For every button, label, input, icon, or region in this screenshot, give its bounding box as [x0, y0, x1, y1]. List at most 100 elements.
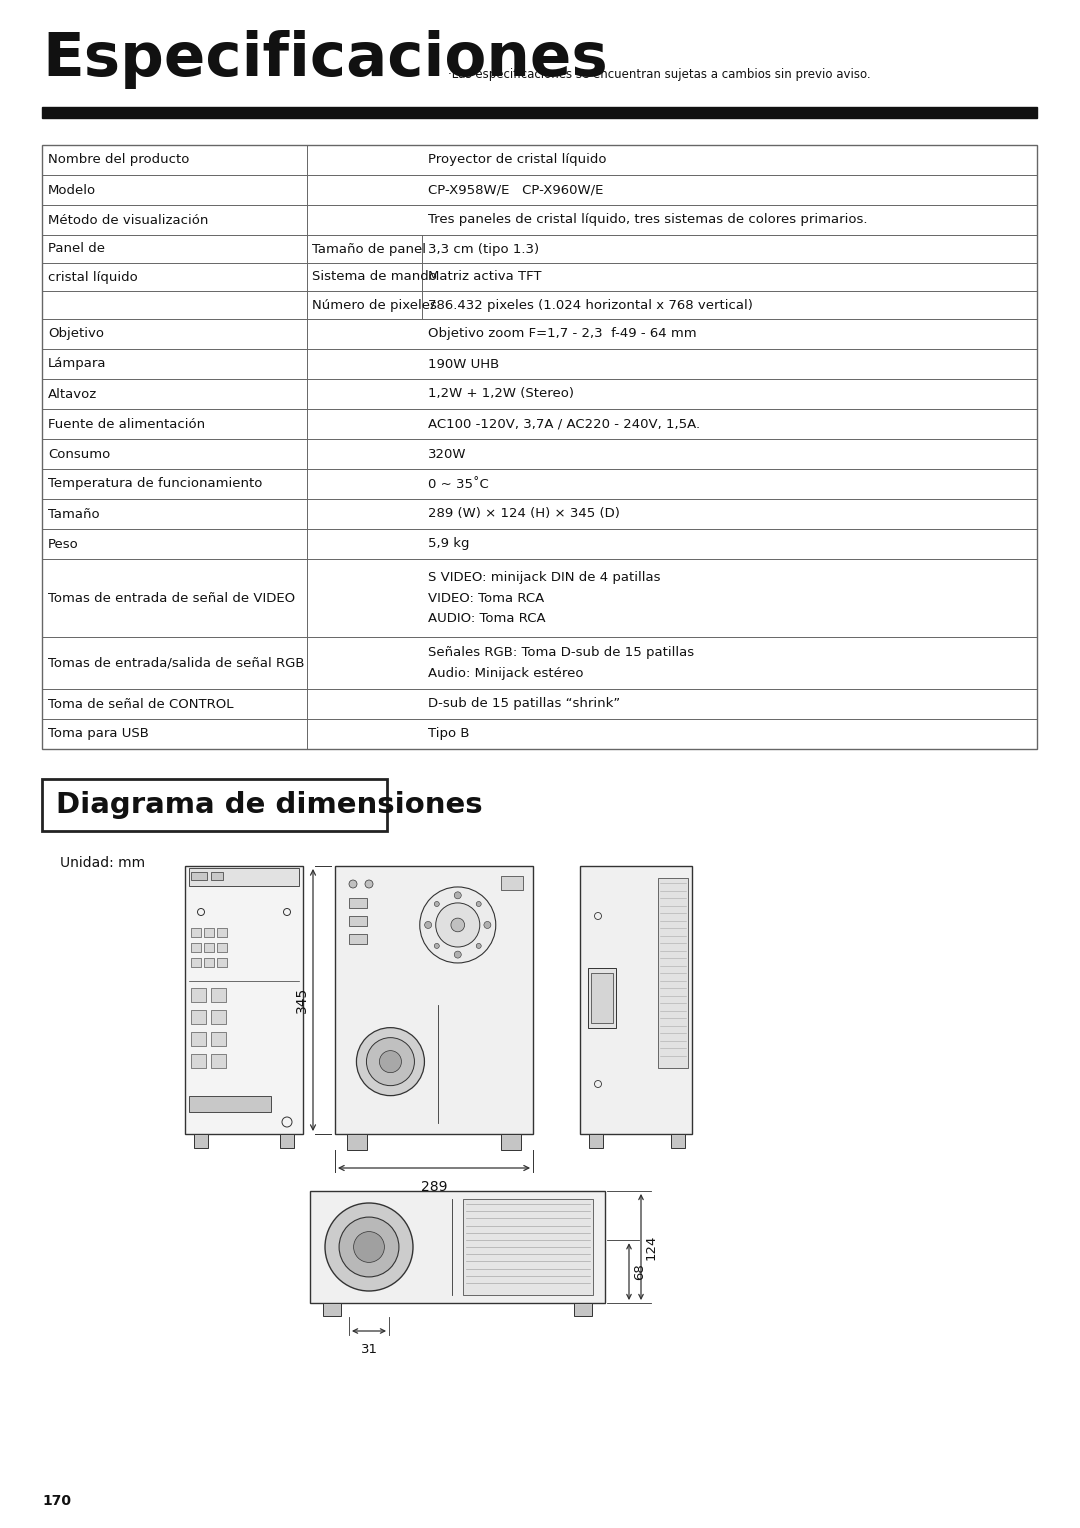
Text: Objetivo: Objetivo [48, 327, 104, 341]
Bar [42, 779, 387, 831]
Bar [211, 1031, 226, 1047]
Bar [204, 958, 214, 967]
Text: AUDIO: Toma RCA: AUDIO: Toma RCA [428, 613, 545, 625]
Bar [211, 1054, 226, 1068]
Bar [191, 1010, 206, 1024]
Bar [217, 927, 227, 937]
Text: Diagrama de dimensiones: Diagrama de dimensiones [56, 792, 483, 819]
Text: VIDEO: Toma RCA: VIDEO: Toma RCA [428, 591, 544, 605]
Bar [335, 866, 534, 1134]
Text: S VIDEO: minijack DIN de 4 patillas: S VIDEO: minijack DIN de 4 patillas [428, 570, 661, 584]
Circle shape [476, 943, 482, 949]
Bar [191, 927, 201, 937]
Circle shape [349, 880, 357, 888]
Text: Señales RGB: Toma D-sub de 15 patillas: Señales RGB: Toma D-sub de 15 patillas [428, 646, 694, 659]
Bar [501, 1134, 521, 1151]
Text: Objetivo zoom F=1,7 - 2,3  f-49 - 64 mm: Objetivo zoom F=1,7 - 2,3 f-49 - 64 mm [428, 327, 697, 341]
Text: Toma de señal de CONTROL: Toma de señal de CONTROL [48, 697, 233, 711]
Bar [349, 898, 367, 908]
Bar [217, 943, 227, 952]
Text: 289 (W) × 124 (H) × 345 (D): 289 (W) × 124 (H) × 345 (D) [428, 507, 620, 521]
Text: 345: 345 [295, 987, 309, 1013]
Text: Unidad: mm: Unidad: mm [60, 856, 145, 869]
Circle shape [356, 1028, 424, 1096]
Bar [211, 872, 222, 880]
Text: 0 ~ 35˚C: 0 ~ 35˚C [428, 477, 489, 490]
Circle shape [484, 921, 491, 929]
Circle shape [476, 902, 482, 906]
Text: CP-X958W/E   CP-X960W/E: CP-X958W/E CP-X960W/E [428, 183, 604, 197]
Bar [323, 1303, 341, 1316]
Bar [191, 872, 207, 880]
Bar [185, 866, 303, 1134]
Bar [191, 989, 206, 1002]
Circle shape [434, 943, 440, 949]
Text: Proyector de cristal líquido: Proyector de cristal líquido [428, 153, 607, 167]
Bar [588, 967, 616, 1028]
Text: 320W: 320W [428, 448, 467, 460]
Bar [191, 1054, 206, 1068]
Circle shape [420, 886, 496, 963]
Text: Método de visualización: Método de visualización [48, 214, 208, 226]
Text: Especificaciones: Especificaciones [42, 31, 608, 89]
Text: Altavoz: Altavoz [48, 388, 97, 400]
Circle shape [353, 1232, 384, 1262]
Text: Lámpara: Lámpara [48, 358, 107, 370]
Text: Consumo: Consumo [48, 448, 110, 460]
Bar [501, 876, 523, 889]
Text: Fuente de alimentación: Fuente de alimentación [48, 417, 205, 431]
Circle shape [325, 1203, 413, 1291]
Text: 289: 289 [421, 1180, 447, 1193]
Bar [349, 934, 367, 944]
Circle shape [366, 1038, 415, 1085]
Text: Matriz activa TFT: Matriz activa TFT [428, 270, 541, 284]
Text: Tomas de entrada de señal de VIDEO: Tomas de entrada de señal de VIDEO [48, 591, 295, 605]
Bar [349, 917, 367, 926]
Text: ·Las especificaciones se encuentran sujetas a cambios sin previo aviso.: ·Las especificaciones se encuentran suje… [448, 69, 870, 81]
Circle shape [434, 902, 440, 906]
Bar [211, 1010, 226, 1024]
Text: 31: 31 [361, 1343, 378, 1355]
Text: Peso: Peso [48, 538, 79, 550]
Text: Sistema de mando: Sistema de mando [312, 270, 437, 284]
Bar [280, 1134, 294, 1148]
Text: Toma para USB: Toma para USB [48, 727, 149, 741]
Text: AC100 -120V, 3,7A / AC220 - 240V, 1,5A.: AC100 -120V, 3,7A / AC220 - 240V, 1,5A. [428, 417, 700, 431]
Bar [589, 1134, 603, 1148]
Bar [658, 879, 688, 1068]
Text: 68: 68 [633, 1264, 646, 1280]
Text: Panel de: Panel de [48, 243, 105, 255]
Bar [204, 943, 214, 952]
Bar [194, 1134, 208, 1148]
Bar [204, 927, 214, 937]
Bar [463, 1199, 593, 1296]
Text: Tomas de entrada/salida de señal RGB: Tomas de entrada/salida de señal RGB [48, 657, 305, 669]
Circle shape [379, 1051, 402, 1073]
Bar [191, 958, 201, 967]
Text: 5,9 kg: 5,9 kg [428, 538, 470, 550]
Bar [189, 868, 299, 886]
Bar [671, 1134, 685, 1148]
Bar [573, 1303, 592, 1316]
Text: Audio: Minijack estéreo: Audio: Minijack estéreo [428, 666, 583, 680]
Text: Tres paneles de cristal líquido, tres sistemas de colores primarios.: Tres paneles de cristal líquido, tres si… [428, 214, 867, 226]
Bar [217, 958, 227, 967]
Bar [347, 1134, 367, 1151]
Bar [591, 973, 613, 1022]
Bar [42, 107, 1037, 118]
Text: Tipo B: Tipo B [428, 727, 470, 741]
Circle shape [339, 1218, 399, 1277]
Bar [310, 1190, 605, 1303]
Text: 124: 124 [645, 1235, 658, 1259]
Text: Número de pixeles: Número de pixeles [312, 298, 437, 312]
Bar [580, 866, 692, 1134]
Text: 786.432 pixeles (1.024 horizontal x 768 vertical): 786.432 pixeles (1.024 horizontal x 768 … [428, 298, 753, 312]
Bar [191, 1031, 206, 1047]
Text: Modelo: Modelo [48, 183, 96, 197]
Text: 1,2W + 1,2W (Stereo): 1,2W + 1,2W (Stereo) [428, 388, 573, 400]
Text: Tamaño: Tamaño [48, 507, 99, 521]
Text: Tamaño de panel: Tamaño de panel [312, 243, 426, 255]
Bar [42, 145, 1037, 749]
Text: 3,3 cm (tipo 1.3): 3,3 cm (tipo 1.3) [428, 243, 539, 255]
Text: 170: 170 [42, 1494, 71, 1508]
